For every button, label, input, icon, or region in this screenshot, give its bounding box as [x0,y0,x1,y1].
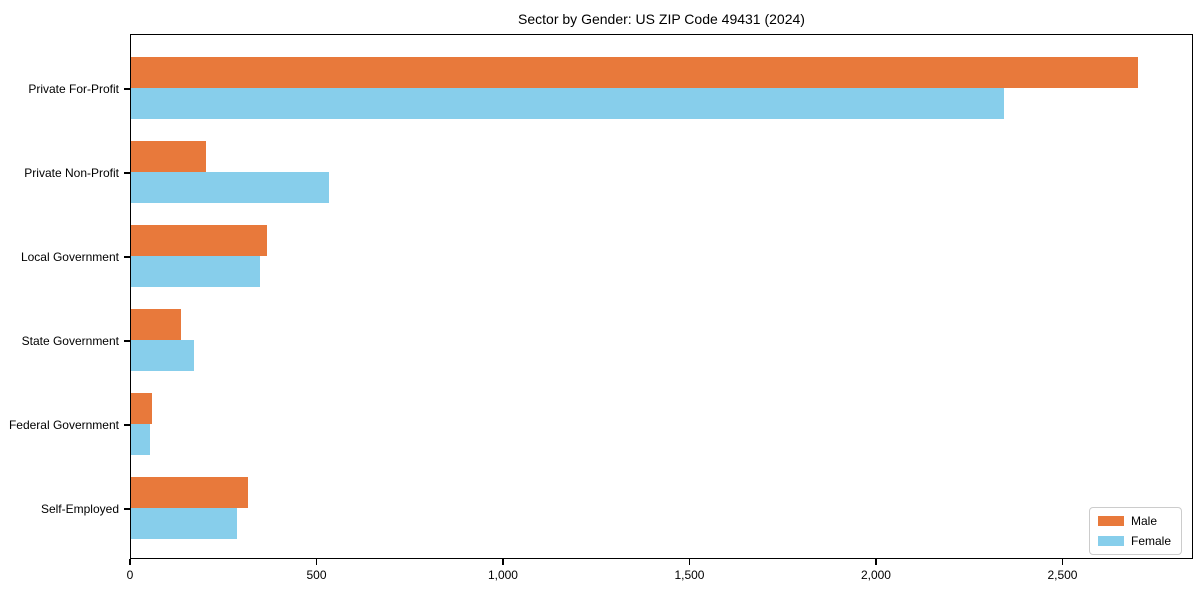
y-axis-label-private-for-profit: Private For-Profit [28,82,119,96]
legend-swatch-female [1098,536,1124,546]
x-axis-tick-label: 1,000 [487,568,518,582]
bar-male-local-government [131,225,268,257]
x-axis-tick [688,559,691,565]
y-axis-label-local-government: Local Government [20,250,119,264]
y-axis-tick [124,424,130,426]
legend-swatch-male [1098,516,1124,526]
legend-label-female: Female [1131,534,1172,548]
bar-female-state-government [131,340,195,372]
x-axis-tick [502,559,504,565]
bar-female-self-employed [131,508,238,540]
y-axis-label-state-government: State Government [21,334,119,348]
y-axis-tick [124,88,130,90]
bar-female-private-non-profit [131,172,329,204]
y-axis-label-private-non-profit: Private Non-Profit [24,166,119,180]
y-axis-tick [124,340,130,342]
y-axis-label-federal-government: Federal Government [8,418,119,432]
x-axis-tick [875,559,877,565]
y-axis-tick [124,508,130,510]
y-axis-label-self-employed: Self-Employed [40,502,119,516]
bar-male-self-employed [131,477,249,509]
bar-male-private-non-profit [131,141,206,173]
y-axis-tick [124,172,130,174]
chart-title: Sector by Gender: US ZIP Code 49431 (202… [518,11,805,27]
legend-item-male: Male [1098,514,1173,528]
y-axis-tick [124,256,130,258]
x-axis-tick-label: 500 [306,568,327,582]
x-axis-tick [129,559,131,565]
bar-female-local-government [131,256,260,288]
bar-female-private-for-profit [131,88,1004,120]
x-axis-tick-label: 2,000 [860,568,891,582]
x-axis-tick [1061,559,1064,565]
x-axis-tick-label: 2,500 [1047,568,1078,582]
bar-male-state-government [131,309,182,341]
x-axis-tick-label: 0 [126,568,134,582]
legend-item-female: Female [1098,534,1173,548]
legend: Male Female [1089,507,1182,555]
bar-male-federal-government [131,393,152,425]
x-axis-tick-label: 1,500 [674,568,705,582]
x-axis-tick [315,559,318,565]
bar-female-federal-government [131,424,150,456]
bar-male-private-for-profit [131,57,1139,89]
legend-label-male: Male [1131,514,1158,528]
plot-area [130,34,1193,559]
